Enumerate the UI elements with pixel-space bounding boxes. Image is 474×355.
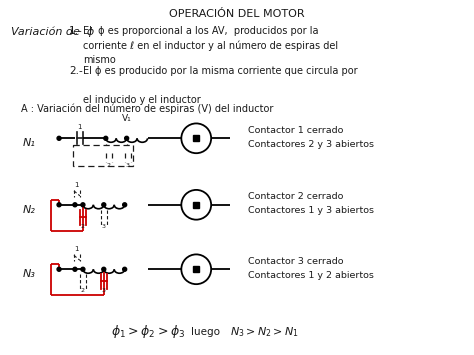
Text: El ϕ es producido por la misma corriente que circula por

el inducido y el induc: El ϕ es producido por la misma corriente… bbox=[83, 66, 357, 105]
Text: 1: 1 bbox=[75, 182, 79, 188]
Text: 2: 2 bbox=[107, 163, 111, 168]
Bar bbox=[193, 202, 199, 208]
Text: Contactor 3 cerrado: Contactor 3 cerrado bbox=[248, 257, 344, 266]
Circle shape bbox=[81, 203, 85, 207]
Text: $\phi_1 > \phi_2 > \phi_3$: $\phi_1 > \phi_2 > \phi_3$ bbox=[111, 323, 186, 340]
Text: 2: 2 bbox=[81, 224, 85, 229]
Circle shape bbox=[102, 267, 106, 271]
Text: 2.-: 2.- bbox=[69, 66, 83, 76]
Text: Contactor 1 cerrado: Contactor 1 cerrado bbox=[248, 126, 343, 135]
Circle shape bbox=[81, 267, 85, 271]
Circle shape bbox=[102, 203, 106, 207]
Text: $N_3 > N_2 > N_1$: $N_3 > N_2 > N_1$ bbox=[230, 325, 300, 339]
Circle shape bbox=[57, 267, 61, 271]
Text: OPERACIÓN DEL MOTOR: OPERACIÓN DEL MOTOR bbox=[169, 9, 305, 19]
Text: 1: 1 bbox=[75, 246, 79, 252]
Text: luego: luego bbox=[191, 327, 219, 337]
Text: 3: 3 bbox=[102, 288, 106, 293]
Circle shape bbox=[123, 267, 127, 271]
Text: 2: 2 bbox=[81, 288, 85, 293]
Text: A : Variación del número de espiras (V) del inductor: A : Variación del número de espiras (V) … bbox=[21, 104, 273, 114]
Bar bbox=[193, 135, 199, 141]
Text: 3: 3 bbox=[126, 163, 130, 168]
Circle shape bbox=[125, 136, 128, 140]
Circle shape bbox=[104, 136, 108, 140]
Bar bbox=[73, 145, 133, 166]
Circle shape bbox=[73, 203, 77, 207]
Circle shape bbox=[57, 203, 61, 207]
Text: El  ϕ es proporcional a los AV,  producidos por la
corriente ℓ en el inductor y : El ϕ es proporcional a los AV, producido… bbox=[83, 26, 338, 65]
Text: 3: 3 bbox=[102, 224, 106, 229]
Text: N₂: N₂ bbox=[23, 205, 36, 215]
Circle shape bbox=[57, 136, 61, 140]
Text: Variación de  ϕ: Variación de ϕ bbox=[11, 26, 95, 37]
Circle shape bbox=[73, 267, 77, 271]
Text: Contactores 1 y 3 abiertos: Contactores 1 y 3 abiertos bbox=[248, 206, 374, 215]
Text: Contactores 1 y 2 abiertos: Contactores 1 y 2 abiertos bbox=[248, 271, 374, 280]
Text: V₁: V₁ bbox=[122, 114, 131, 123]
Text: 1.-: 1.- bbox=[69, 26, 83, 36]
Circle shape bbox=[123, 203, 127, 207]
Text: N₁: N₁ bbox=[23, 138, 36, 148]
Text: Contactores 2 y 3 abiertos: Contactores 2 y 3 abiertos bbox=[248, 140, 374, 149]
Text: 1: 1 bbox=[78, 124, 82, 130]
Text: N₃: N₃ bbox=[23, 269, 36, 279]
Text: Contactor 2 cerrado: Contactor 2 cerrado bbox=[248, 192, 343, 201]
Bar bbox=[193, 266, 199, 272]
